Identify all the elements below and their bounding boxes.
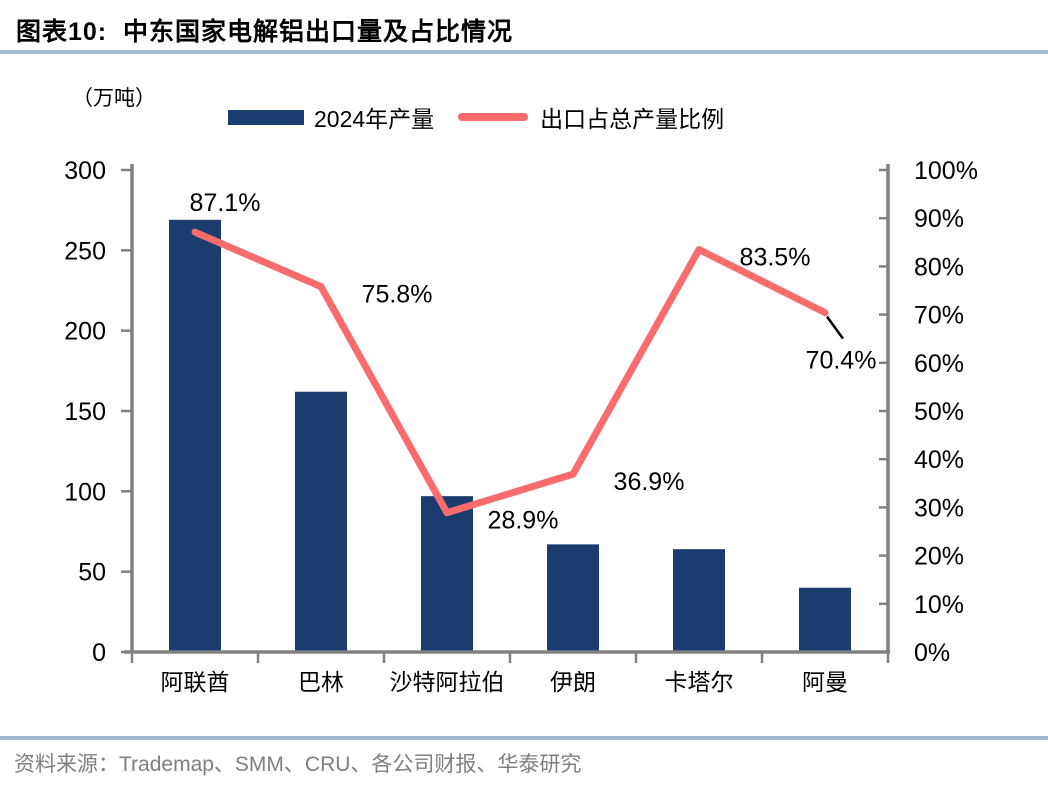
y-axis-left-tick-label: 150 [64,398,106,426]
y-axis-left-tick-label: 200 [64,318,106,346]
y-axis-right-tick-label: 100% [914,157,978,185]
y-axis-left-tick-label: 0 [92,639,106,667]
production-bar [547,544,599,652]
line-swatch-icon [458,113,529,121]
legend-item-production: 2024年产量 [228,100,434,134]
x-axis-category-label: 阿曼 [802,669,848,695]
y-axis-right-tick-label: 60% [914,350,964,378]
bar-swatch-icon [228,109,304,125]
legend-ratio-label: 出口占总产量比例 [540,106,725,132]
production-bar [295,391,347,652]
export-ratio-line [191,228,829,517]
x-axis-category-label: 沙特阿拉伯 [390,669,505,695]
production-bar [799,587,851,652]
footer-divider [0,736,1048,740]
export-ratio-point-label: 83.5% [740,244,811,272]
legend: 2024年产量 出口占总产量比例 [228,100,724,134]
y-axis-left-tick-label: 100 [64,478,106,506]
y-axis-right-tick-label: 40% [914,446,964,474]
label-leader-line [825,315,845,340]
y-axis-right-tick-label: 20% [914,543,964,571]
y-axis-right-tick-label: 30% [914,494,964,522]
export-ratio-point-label: 70.4% [806,347,877,375]
x-axis-category-label: 卡塔尔 [665,669,734,695]
x-axis-category-label: 阿联酋 [161,669,230,695]
source-note: 资料来源：Trademap、SMM、CRU、各公司财报、华泰研究 [14,753,582,776]
y-axis-right-tick-label: 80% [914,253,964,281]
y-axis-right-tick-label: 50% [914,398,964,426]
production-bar [421,496,473,652]
legend-item-export-ratio: 出口占总产量比例 [458,100,724,134]
legend-production-label: 2024年产量 [314,106,435,132]
y-axis-left-tick-label: 50 [78,559,106,587]
production-bar [673,549,725,652]
y-axis-right-tick-label: 90% [914,205,964,233]
y-axis-right-tick-label: 0% [914,639,950,667]
title-divider [0,50,1048,54]
unit-label: （万吨） [72,87,156,110]
production-bar [169,219,221,652]
y-axis-left-tick-label: 300 [64,157,106,185]
export-ratio-point-label: 36.9% [614,468,685,496]
y-axis-left-tick-label: 250 [64,237,106,265]
export-ratio-point-label: 75.8% [362,281,433,309]
y-axis-right-tick-label: 10% [914,591,964,619]
export-ratio-point-label: 28.9% [488,507,559,535]
x-axis-category-label: 巴林 [298,669,344,695]
x-axis-category-label: 伊朗 [550,669,596,695]
figure-title: 图表10: 中东国家电解铝出口量及占比情况 [16,18,514,46]
y-axis-right-tick-label: 70% [914,302,964,330]
export-ratio-point-label: 87.1% [190,189,261,217]
